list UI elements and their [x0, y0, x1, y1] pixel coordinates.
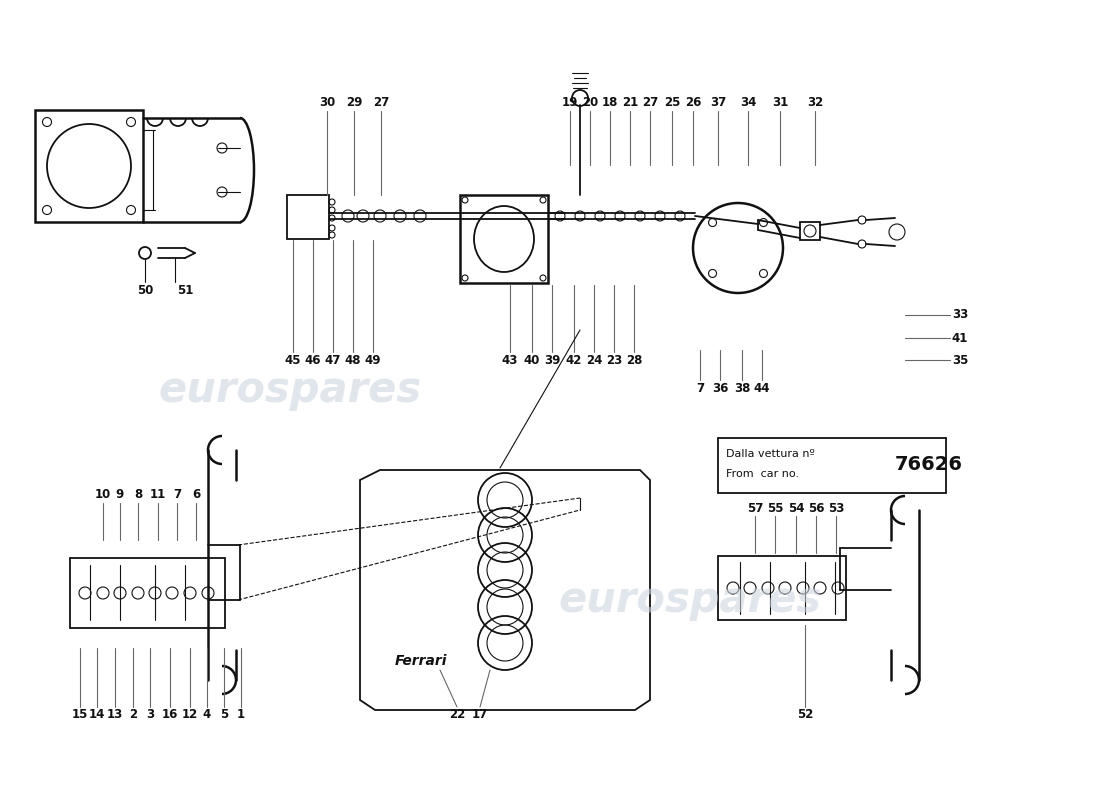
- Text: 30: 30: [319, 97, 336, 110]
- Text: 17: 17: [472, 709, 488, 722]
- Text: 54: 54: [788, 502, 804, 514]
- Text: 14: 14: [89, 709, 106, 722]
- Text: 39: 39: [543, 354, 560, 366]
- Text: 2: 2: [129, 709, 138, 722]
- Text: 49: 49: [365, 354, 382, 366]
- Text: 48: 48: [344, 354, 361, 366]
- Text: 29: 29: [345, 97, 362, 110]
- Text: 16: 16: [162, 709, 178, 722]
- Text: 41: 41: [952, 331, 968, 345]
- Text: 45: 45: [285, 354, 301, 366]
- Text: 76626: 76626: [895, 454, 962, 474]
- Bar: [70, 558, 226, 628]
- Text: 51: 51: [177, 283, 194, 297]
- Text: 28: 28: [626, 354, 642, 366]
- Text: 46: 46: [305, 354, 321, 366]
- Bar: [718, 438, 946, 493]
- Text: 50: 50: [136, 283, 153, 297]
- Text: 53: 53: [828, 502, 844, 514]
- Text: 32: 32: [807, 97, 823, 110]
- Text: 5: 5: [220, 709, 228, 722]
- Text: 21: 21: [621, 97, 638, 110]
- Bar: [800, 222, 820, 240]
- Text: 3: 3: [146, 709, 154, 722]
- Text: 56: 56: [807, 502, 824, 514]
- Text: 12: 12: [182, 709, 198, 722]
- Text: 8: 8: [134, 489, 142, 502]
- Text: 52: 52: [796, 709, 813, 722]
- Text: 1: 1: [236, 709, 245, 722]
- Text: Ferrari: Ferrari: [395, 654, 448, 668]
- Text: 26: 26: [685, 97, 701, 110]
- Text: 42: 42: [565, 354, 582, 366]
- Text: 11: 11: [150, 489, 166, 502]
- Text: 37: 37: [710, 97, 726, 110]
- Text: 27: 27: [373, 97, 389, 110]
- Text: 23: 23: [606, 354, 623, 366]
- Bar: [460, 195, 548, 283]
- Bar: [718, 556, 846, 620]
- Text: 9: 9: [116, 489, 124, 502]
- Text: Dalla vettura nº: Dalla vettura nº: [726, 449, 815, 459]
- Text: 44: 44: [754, 382, 770, 394]
- Text: 4: 4: [202, 709, 211, 722]
- Text: 57: 57: [747, 502, 763, 514]
- Text: 19: 19: [562, 97, 579, 110]
- Text: eurospares: eurospares: [559, 579, 822, 621]
- Bar: [287, 195, 329, 239]
- Text: eurospares: eurospares: [158, 369, 421, 411]
- Text: 27: 27: [642, 97, 658, 110]
- Text: 10: 10: [95, 489, 111, 502]
- Text: 7: 7: [696, 382, 704, 394]
- Text: 25: 25: [663, 97, 680, 110]
- Text: 31: 31: [772, 97, 788, 110]
- Text: 36: 36: [712, 382, 728, 394]
- Text: 55: 55: [767, 502, 783, 514]
- Text: 34: 34: [740, 97, 756, 110]
- Text: 18: 18: [602, 97, 618, 110]
- Text: 38: 38: [734, 382, 750, 394]
- Text: 35: 35: [952, 354, 968, 366]
- Text: 20: 20: [582, 97, 598, 110]
- Text: 47: 47: [324, 354, 341, 366]
- Text: 22: 22: [449, 709, 465, 722]
- Text: 7: 7: [173, 489, 182, 502]
- Bar: [35, 110, 143, 222]
- Text: 24: 24: [586, 354, 602, 366]
- Text: 15: 15: [72, 709, 88, 722]
- Text: 43: 43: [502, 354, 518, 366]
- Text: 6: 6: [191, 489, 200, 502]
- Text: 33: 33: [952, 309, 968, 322]
- Text: From  car no.: From car no.: [726, 469, 799, 479]
- Text: 40: 40: [524, 354, 540, 366]
- Text: 13: 13: [107, 709, 123, 722]
